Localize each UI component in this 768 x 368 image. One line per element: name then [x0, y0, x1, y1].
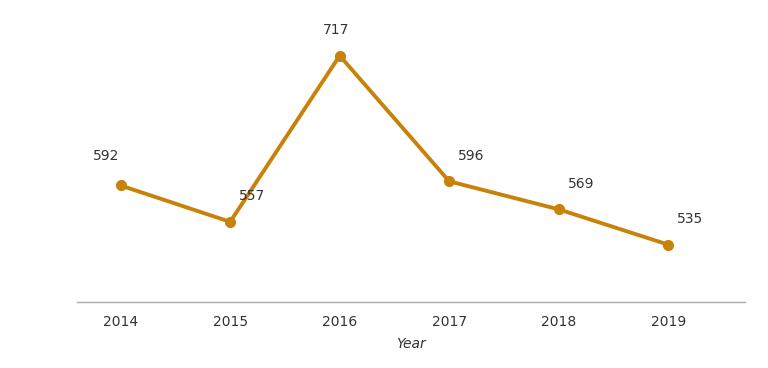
Text: 592: 592: [93, 149, 120, 163]
Text: 557: 557: [239, 189, 265, 203]
Text: 535: 535: [677, 212, 703, 226]
Text: 596: 596: [458, 149, 485, 163]
Text: 717: 717: [323, 23, 349, 37]
X-axis label: Year: Year: [396, 337, 425, 351]
Text: 569: 569: [568, 177, 594, 191]
